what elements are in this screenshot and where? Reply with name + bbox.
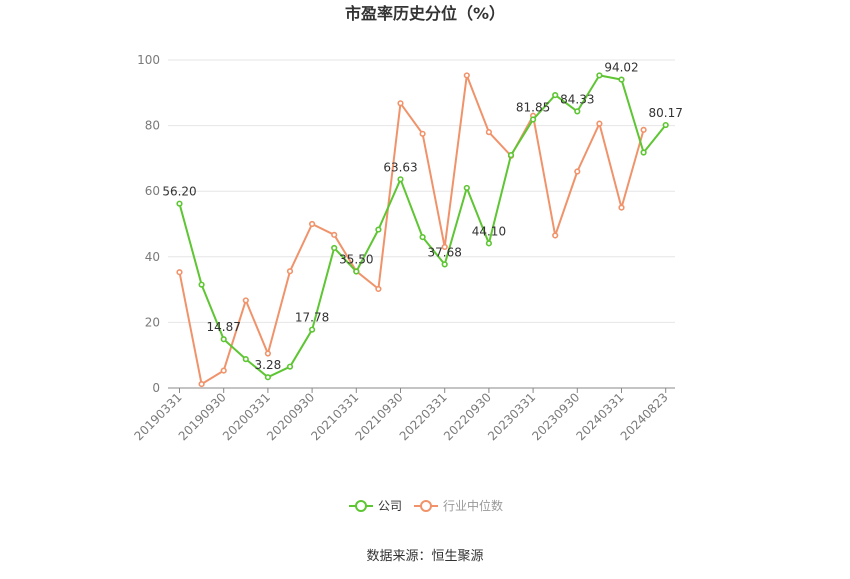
y-tick-label: 80 <box>145 119 160 133</box>
data-point-company <box>331 244 338 252</box>
data-point-company <box>419 234 426 241</box>
data-label: 94.02 <box>604 61 638 75</box>
data-point-company <box>552 91 559 99</box>
data-point-industry-median <box>574 168 581 175</box>
data-point-company <box>574 108 581 115</box>
data-point-company <box>485 240 493 247</box>
axes: 0204060801002019033120190930202003312020… <box>132 53 675 443</box>
data-point-industry-median <box>397 100 404 107</box>
data-label: 14.87 <box>207 320 241 334</box>
data-point-industry-median <box>176 269 183 276</box>
data-point-company <box>397 176 404 183</box>
source-note: 数据来源：恒生聚源 <box>366 549 483 564</box>
data-point-company <box>662 121 669 129</box>
x-tick-label: 20240823 <box>618 390 671 443</box>
data-point-industry-median <box>441 243 448 251</box>
data-point-company <box>242 356 249 363</box>
data-label: 17.78 <box>295 311 329 325</box>
data-point-industry-median <box>485 129 493 136</box>
data-point-industry-median <box>640 126 647 133</box>
data-point-company <box>529 116 537 123</box>
data-point-company <box>264 374 272 381</box>
data-label: 80.17 <box>649 106 683 120</box>
data-point-company <box>286 363 294 370</box>
data-point-company <box>618 76 625 83</box>
data-point-company <box>220 336 227 343</box>
data-point-industry-median <box>419 130 426 137</box>
data-label: 84.33 <box>560 92 594 106</box>
data-point-industry-median <box>242 297 249 304</box>
y-tick-label: 60 <box>145 184 160 198</box>
chart-title: 市盈率历史分位（%） <box>345 4 505 23</box>
data-label: 44.10 <box>472 224 506 238</box>
data-label: 56.20 <box>162 185 196 199</box>
legend-marker <box>355 500 367 512</box>
data-label: 35.50 <box>339 253 373 267</box>
data-point-company <box>463 184 470 192</box>
data-point-company <box>441 261 448 268</box>
data-point-industry-median <box>220 367 227 374</box>
data-point-company <box>640 149 647 156</box>
data-point-company <box>353 268 360 275</box>
data-point-industry-median <box>309 220 316 228</box>
data-point-industry-median <box>331 231 338 238</box>
data-label: 63.63 <box>383 160 417 174</box>
data-point-industry-median <box>552 232 559 239</box>
series-line-industry-median <box>178 74 645 386</box>
legend-item-industry-median[interactable]: 行业中位数 <box>414 498 503 513</box>
data-point-company <box>596 72 603 79</box>
legend-label: 公司 <box>378 499 402 513</box>
y-tick-label: 0 <box>152 381 160 395</box>
legend-label: 行业中位数 <box>443 498 503 513</box>
data-label: 37.68 <box>428 245 462 259</box>
data-label: 3.28 <box>255 358 282 372</box>
data-point-industry-median <box>618 204 625 211</box>
data-point-company <box>309 326 316 333</box>
grid-lines <box>168 59 675 323</box>
data-point-industry-median <box>596 120 603 127</box>
data-point-company <box>507 152 515 159</box>
data-point-company <box>198 281 205 288</box>
data-point-industry-median <box>286 268 294 275</box>
series-layer <box>176 72 669 388</box>
data-point-company <box>176 200 183 207</box>
y-tick-label: 20 <box>145 315 160 329</box>
legend-marker <box>420 500 432 512</box>
data-point-industry-median <box>375 285 382 293</box>
legend-item-company[interactable]: 公司 <box>349 499 402 513</box>
legend[interactable]: 公司 行业中位数 <box>349 498 503 513</box>
data-point-company <box>375 226 382 233</box>
y-tick-label: 40 <box>145 250 160 264</box>
data-point-industry-median <box>198 380 205 388</box>
y-tick-label: 100 <box>137 53 160 67</box>
data-labels: 56.20 14.87 3.28 17.78 35.50 63.63 37.68 44.10 8… <box>162 61 683 373</box>
series-line-company <box>178 74 667 379</box>
data-label: 81.85 <box>516 101 550 115</box>
data-point-industry-median <box>463 72 470 79</box>
data-point-industry-median <box>264 350 272 357</box>
